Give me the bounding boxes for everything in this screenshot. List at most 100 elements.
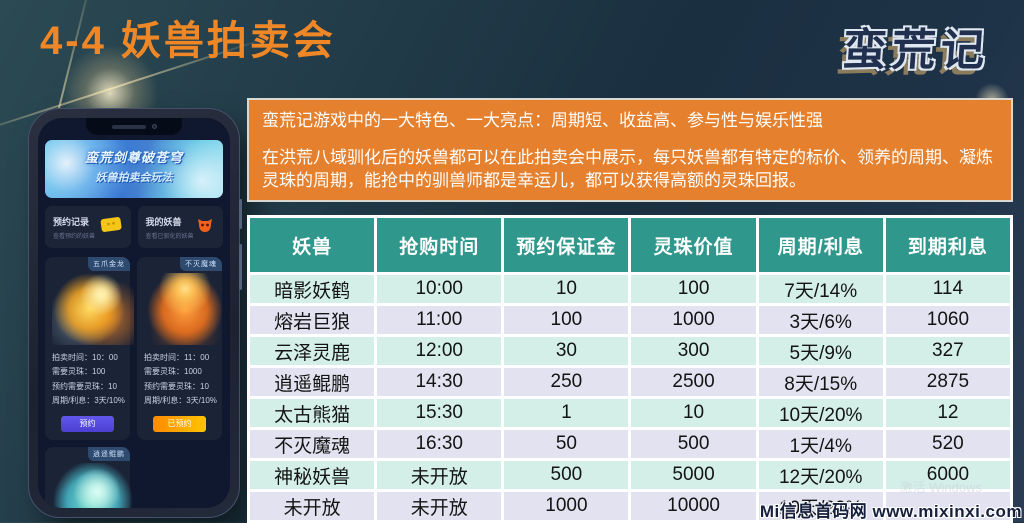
table-row: 太古熊猫 15:30 1 10 10天/20% 12 bbox=[250, 399, 1010, 427]
table-cell: 2500 bbox=[631, 368, 756, 396]
table-header-cell: 到期利息 bbox=[885, 218, 1010, 272]
table-cell: 12 bbox=[885, 399, 1010, 427]
table-cell: 逍遥鲲鹏 bbox=[250, 368, 375, 396]
table-cell: 1000 bbox=[631, 306, 756, 334]
reservation-records-card[interactable]: 预约记录 查看预约的妖兽 bbox=[45, 206, 131, 248]
table-cell: 未开放 bbox=[250, 492, 375, 520]
table-cell: 3天/6% bbox=[758, 306, 883, 334]
table-cell: 12:00 bbox=[377, 337, 502, 365]
brand-logo: 蛮荒记 bbox=[840, 26, 992, 75]
intro-highlight: 蛮荒记游戏中的一大特色、一大亮点：周期短、收益高、参与性与娱乐性强 bbox=[262, 111, 823, 130]
phone-power-button bbox=[239, 244, 242, 290]
table-cell: 暗影妖鹤 bbox=[250, 275, 375, 303]
dragon-artwork bbox=[52, 273, 134, 345]
reserve-button[interactable]: 预约 bbox=[61, 415, 114, 432]
phone-speaker bbox=[111, 124, 146, 129]
quick-card-title: 我的妖兽 bbox=[145, 216, 182, 227]
auction-time: 拍卖时间：11：00 bbox=[144, 353, 210, 362]
ticket-icon bbox=[99, 216, 123, 238]
game-banner[interactable]: 蛮荒剑尊破苍穹 妖兽拍卖会玩法 bbox=[45, 140, 223, 198]
activate-windows-watermark: 激活 Windows bbox=[899, 480, 982, 495]
phone-screen: 蛮荒剑尊破苍穹 妖兽拍卖会玩法 预约记录 查看预约的妖兽 bbox=[38, 118, 230, 508]
phone-mockup: 蛮荒剑尊破苍穹 妖兽拍卖会玩法 预约记录 查看预约的妖兽 bbox=[28, 108, 242, 518]
table-cell: 10天/20% bbox=[758, 399, 883, 427]
reserve-cost: 预约需要灵珠：10 bbox=[52, 381, 117, 391]
table-header-cell: 抢购时间 bbox=[377, 218, 502, 272]
demon-icon bbox=[195, 216, 215, 239]
phone-volume-button bbox=[239, 199, 242, 229]
table-cell: 14:30 bbox=[377, 368, 502, 396]
auction-time: 拍卖时间：10：00 bbox=[52, 353, 118, 362]
table-row: 未开放 未开放 1000 10000 10天/20% bbox=[250, 492, 1010, 520]
monster-card-kun[interactable]: 逍遥鲲鹏 拍卖时间：14：00 需要灵珠：10000 预约需要灵珠：10 周期/… bbox=[45, 446, 134, 508]
table-header-cell: 预约保证金 bbox=[504, 218, 629, 272]
table-cell: 6000 bbox=[885, 461, 1010, 489]
table-cell: 327 bbox=[885, 337, 1010, 365]
table-header-row: 妖兽 抢购时间 预约保证金 灵珠价值 周期/利息 到期利息 bbox=[250, 218, 1010, 272]
table-cell: 1 bbox=[504, 399, 629, 427]
table-row: 暗影妖鹤 10:00 10 100 7天/14% 114 bbox=[250, 275, 1010, 303]
pearl-cost: 需要灵珠：100 bbox=[52, 367, 106, 377]
cycle-interest: 周期/利息：3天/10% bbox=[144, 396, 217, 406]
table-cell: 500 bbox=[631, 430, 756, 458]
table-cell: 500 bbox=[504, 461, 629, 489]
table-cell: 16:30 bbox=[377, 430, 502, 458]
table-cell: 114 bbox=[885, 275, 1010, 303]
table-row: 不灭魔魂 16:30 50 500 1天/4% 520 bbox=[250, 430, 1010, 458]
table-header-cell: 灵珠价值 bbox=[631, 218, 756, 272]
my-monsters-card[interactable]: 我的妖兽 查看已驯化的妖兽 bbox=[137, 206, 223, 248]
monster-name-badge: 不灭魔魂 bbox=[180, 257, 222, 271]
quick-card-subtitle: 查看已驯化的妖兽 bbox=[145, 233, 194, 240]
reserved-button[interactable]: 已预约 bbox=[153, 415, 206, 432]
cycle-interest: 周期/利息：3天/10% bbox=[52, 396, 125, 406]
table-cell: 30 bbox=[504, 337, 629, 365]
table-cell: 100 bbox=[504, 306, 629, 334]
page-title: 4-4 妖兽拍卖会 bbox=[40, 19, 336, 63]
table-cell: 10:00 bbox=[377, 275, 502, 303]
table-cell: 50 bbox=[504, 430, 629, 458]
table-cell: 太古熊猫 bbox=[250, 399, 375, 427]
table-cell: 1060 bbox=[885, 306, 1010, 334]
table-cell: 不灭魔魂 bbox=[250, 430, 375, 458]
demon-artwork bbox=[144, 273, 226, 345]
table-cell: 云泽灵鹿 bbox=[250, 337, 375, 365]
monster-name-badge: 逍遥鲲鹏 bbox=[88, 446, 130, 461]
table-cell: 12天/20% bbox=[758, 461, 883, 489]
monster-card-dragon[interactable]: 五爪金龙 拍卖时间：10：00 需要灵珠：100 预约需要灵珠：10 周期/利息… bbox=[45, 257, 134, 440]
table-row: 熔岩巨狼 11:00 100 1000 3天/6% 1060 bbox=[250, 306, 1010, 334]
pearl-cost: 需要灵珠：1000 bbox=[144, 367, 202, 377]
phone-camera bbox=[151, 124, 157, 129]
table-row: 云泽灵鹿 12:00 30 300 5天/9% 327 bbox=[250, 337, 1010, 365]
table-cell: 未开放 bbox=[377, 461, 502, 489]
table-cell: 10000 bbox=[631, 492, 756, 520]
table-cell: 10 bbox=[504, 275, 629, 303]
table-cell: 11:00 bbox=[377, 306, 502, 334]
table-cell bbox=[885, 492, 1010, 520]
table-cell: 7天/14% bbox=[758, 275, 883, 303]
quick-card-subtitle: 查看预约的妖兽 bbox=[53, 233, 96, 240]
table-cell: 5天/9% bbox=[758, 337, 883, 365]
table-cell: 10 bbox=[631, 399, 756, 427]
table-header-cell: 周期/利息 bbox=[758, 218, 883, 272]
table-header-cell: 妖兽 bbox=[250, 218, 375, 272]
table-cell: 15:30 bbox=[377, 399, 502, 427]
table-cell: 300 bbox=[631, 337, 756, 365]
table-cell: 5000 bbox=[631, 461, 756, 489]
banner-title: 蛮荒剑尊破苍穹 bbox=[84, 150, 183, 165]
table-cell: 250 bbox=[504, 368, 629, 396]
reserve-cost: 预约需要灵珠：10 bbox=[144, 381, 209, 391]
banner-subtitle: 妖兽拍卖会玩法 bbox=[95, 172, 173, 184]
monster-card-demon[interactable]: 不灭魔魂 拍卖时间：11：00 需要灵珠：1000 预约需要灵珠：10 周期/利… bbox=[137, 257, 226, 440]
quick-card-title: 预约记录 bbox=[53, 216, 90, 227]
table-cell: 神秘妖兽 bbox=[250, 461, 375, 489]
table-cell: 100 bbox=[631, 275, 756, 303]
table-row: 逍遥鲲鹏 14:30 250 2500 8天/15% 2875 bbox=[250, 368, 1010, 396]
table-cell: 520 bbox=[885, 430, 1010, 458]
monster-name-badge: 五爪金龙 bbox=[88, 257, 130, 271]
table-cell: 1000 bbox=[504, 492, 629, 520]
auction-table: 妖兽 抢购时间 预约保证金 灵珠价值 周期/利息 到期利息 暗影妖鹤 10:00… bbox=[247, 215, 1013, 523]
table-cell: 未开放 bbox=[377, 492, 502, 520]
intro-panel: 蛮荒记游戏中的一大特色、一大亮点：周期短、收益高、参与性与娱乐性强 在洪荒八域驯… bbox=[247, 98, 1013, 202]
site-watermark: Mi信息首码网 www.mixinxi.com bbox=[759, 502, 1022, 521]
table-cell: 1天/4% bbox=[758, 430, 883, 458]
